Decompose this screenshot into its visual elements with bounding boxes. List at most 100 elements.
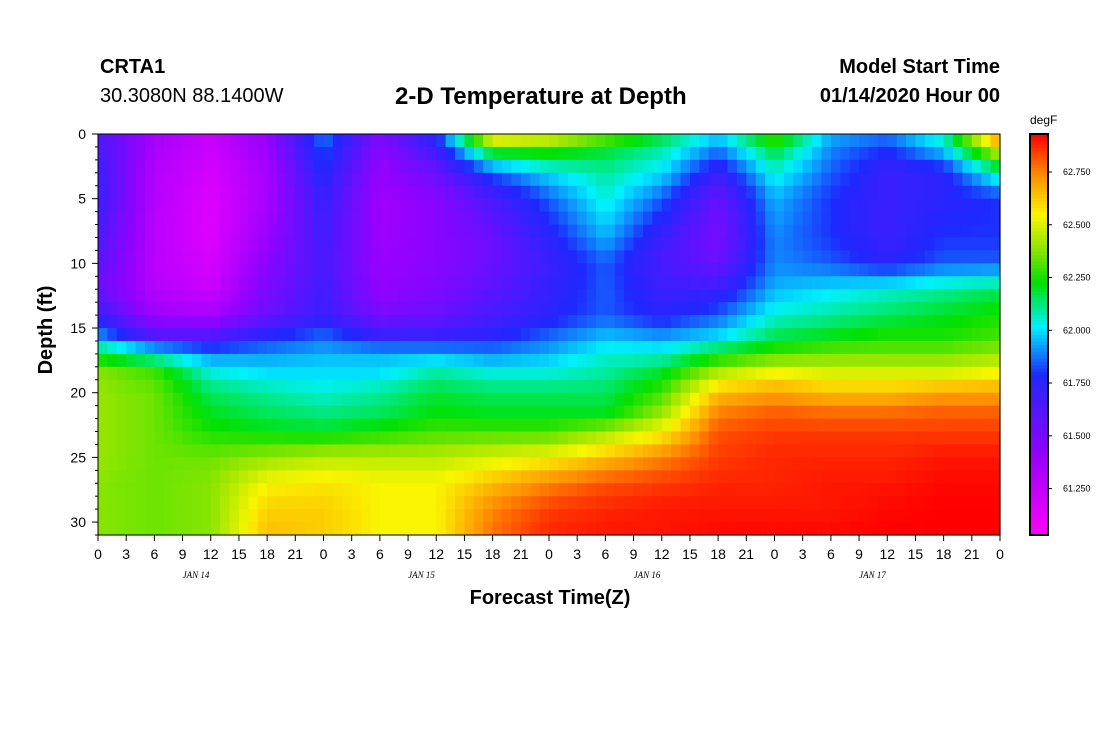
heat-cell	[793, 302, 804, 316]
heat-cell	[116, 509, 127, 523]
heat-cell	[398, 418, 409, 433]
heat-cell	[332, 263, 343, 277]
heat-cell	[314, 483, 325, 497]
heat-cell	[943, 470, 954, 484]
heat-cell	[981, 172, 992, 187]
heat-cell	[642, 134, 653, 148]
heat-cell	[107, 444, 118, 458]
heat-cell	[736, 366, 747, 381]
heat-cell	[389, 340, 400, 355]
heat-cell	[520, 172, 531, 187]
heat-cell	[173, 340, 184, 355]
heat-cell	[793, 289, 804, 303]
heat-cell	[840, 340, 851, 355]
heat-cell	[896, 457, 907, 471]
heat-cell	[210, 224, 221, 239]
heat-cell	[934, 185, 945, 200]
heat-cell	[332, 353, 343, 368]
heat-cell	[201, 444, 212, 458]
heat-cell	[680, 276, 691, 290]
heat-cell	[680, 379, 691, 394]
heat-cell	[981, 302, 992, 316]
heat-cell	[98, 379, 108, 394]
heat-cell	[530, 457, 541, 471]
heat-cell	[116, 483, 127, 497]
heat-cell	[699, 211, 710, 226]
heat-cell	[257, 392, 268, 407]
heat-cell	[727, 340, 738, 355]
heat-cell	[398, 366, 409, 381]
heat-cell	[379, 172, 390, 187]
heat-cell	[605, 392, 616, 407]
heat-cell	[455, 483, 466, 497]
heat-cell	[624, 353, 635, 368]
heat-cell	[840, 457, 851, 471]
heat-cell	[455, 366, 466, 381]
heat-cell	[887, 263, 898, 277]
heat-cell	[859, 315, 870, 329]
heat-cell	[793, 340, 804, 355]
heat-cell	[981, 263, 992, 277]
heat-cell	[943, 198, 954, 213]
heat-cell	[107, 509, 118, 523]
heat-cell	[943, 405, 954, 420]
heat-cell	[267, 379, 278, 394]
heat-cell	[906, 405, 917, 420]
heat-cell	[248, 431, 259, 446]
heat-cell	[361, 159, 372, 174]
heat-cell	[718, 522, 729, 536]
heat-cell	[370, 328, 381, 342]
heat-cell	[332, 457, 343, 471]
colorbar-swatch	[1030, 504, 1048, 509]
heat-cell	[877, 224, 888, 239]
heat-cell	[849, 340, 860, 355]
heat-cell	[445, 328, 456, 342]
heat-cell	[220, 509, 231, 523]
heat-cell	[896, 392, 907, 407]
heat-cell	[257, 328, 268, 342]
heat-cell	[586, 185, 597, 200]
heat-cell	[295, 392, 306, 407]
heat-cell	[802, 470, 813, 484]
heat-cell	[426, 134, 437, 148]
heat-cell	[154, 522, 165, 536]
heat-cell	[436, 276, 447, 290]
heat-cell	[351, 159, 362, 174]
heat-cell	[953, 405, 964, 420]
heat-cell	[426, 250, 437, 264]
heat-cell	[549, 198, 559, 213]
heat-cell	[934, 418, 945, 433]
x-tick-label: 12	[654, 546, 670, 562]
heat-cell	[586, 431, 597, 446]
colorbar-swatch	[1030, 160, 1048, 165]
heat-cell	[624, 431, 635, 446]
heat-cell	[953, 276, 964, 290]
heat-cell	[689, 302, 700, 316]
heat-cell	[314, 263, 325, 277]
heat-cell	[314, 470, 325, 484]
heat-cell	[314, 159, 325, 174]
colorbar-swatch	[1030, 277, 1048, 282]
heat-cell	[530, 405, 541, 420]
heat-cell	[248, 250, 259, 264]
heat-cell	[229, 237, 240, 252]
heat-cell	[962, 146, 973, 161]
colorbar-tick-label: 61.250	[1063, 484, 1091, 494]
heat-cell	[304, 483, 315, 497]
heat-cell	[830, 470, 841, 484]
heat-cell	[267, 237, 278, 252]
heat-cell	[248, 263, 259, 277]
heat-cell	[727, 276, 738, 290]
heat-cell	[173, 146, 184, 161]
heat-cell	[633, 483, 644, 497]
heat-cell	[783, 185, 794, 200]
heat-cell	[389, 366, 400, 381]
heat-cell	[182, 198, 193, 213]
heat-cell	[135, 509, 146, 523]
heat-cell	[859, 353, 870, 368]
heat-cell	[567, 483, 578, 497]
heat-cell	[285, 392, 296, 407]
heat-cell	[285, 134, 296, 148]
heat-cell	[840, 159, 851, 174]
heat-cell	[144, 509, 155, 523]
